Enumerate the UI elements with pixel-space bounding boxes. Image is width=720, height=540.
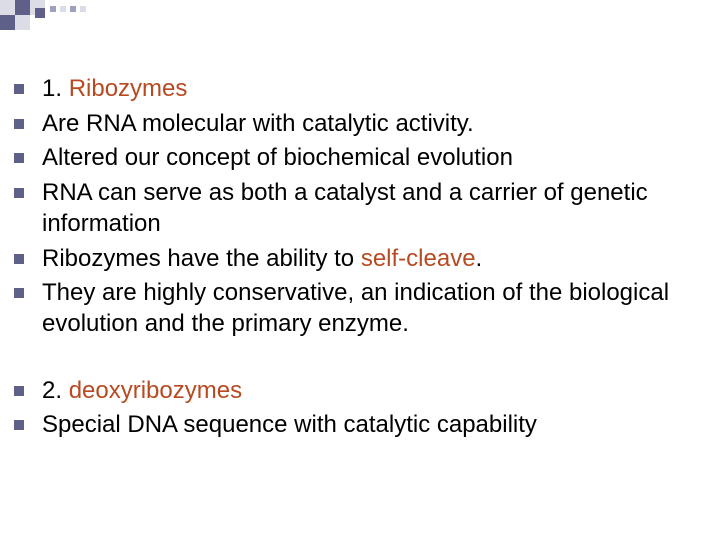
plain-text: Special DNA sequence with catalytic capa… <box>42 411 537 438</box>
deco-square <box>80 6 86 12</box>
bullet-text: 1. Ribozymes <box>42 74 187 105</box>
list-item: Are RNA molecular with catalytic activit… <box>14 109 700 140</box>
bullet-text: Are RNA molecular with catalytic activit… <box>42 109 474 140</box>
bullet-text: RNA can serve as both a catalyst and a c… <box>42 178 700 239</box>
plain-text: 2. <box>42 377 69 404</box>
deco-square <box>70 6 76 12</box>
plain-text: 1. <box>42 75 69 102</box>
deco-square <box>50 6 56 12</box>
bullet-square-icon <box>14 188 24 198</box>
highlight-text: Ribozymes <box>69 75 188 102</box>
plain-text: Ribozymes have the ability to <box>42 245 361 272</box>
bullet-text: 2. deoxyribozymes <box>42 376 242 407</box>
plain-text: RNA can serve as both a catalyst and a c… <box>42 179 648 237</box>
bullet-text: Special DNA sequence with catalytic capa… <box>42 410 537 441</box>
list-item: Special DNA sequence with catalytic capa… <box>14 410 700 441</box>
bullet-square-icon <box>14 119 24 129</box>
highlight-text: deoxyribozymes <box>69 377 242 404</box>
bullet-square-icon <box>14 386 24 396</box>
deco-square <box>0 0 15 15</box>
highlight-text: self-cleave <box>361 245 476 272</box>
deco-square <box>35 8 45 18</box>
bullet-square-icon <box>14 84 24 94</box>
deco-square <box>15 0 30 15</box>
list-item: Ribozymes have the ability to self-cleav… <box>14 244 700 275</box>
plain-text: . <box>476 245 483 272</box>
list-item: 1. Ribozymes <box>14 74 700 105</box>
bullet-square-icon <box>14 254 24 264</box>
slide-content: 1. Ribozymes Are RNA molecular with catal… <box>14 74 700 445</box>
list-item: Altered our concept of biochemical evolu… <box>14 143 700 174</box>
list-item: RNA can serve as both a catalyst and a c… <box>14 178 700 239</box>
list-item: They are highly conservative, an indicat… <box>14 278 700 339</box>
group-spacer <box>14 344 700 376</box>
deco-square <box>15 15 30 30</box>
bullet-text: They are highly conservative, an indicat… <box>42 278 700 339</box>
bullet-text: Ribozymes have the ability to self-cleav… <box>42 244 482 275</box>
bullet-list: 1. Ribozymes Are RNA molecular with catal… <box>14 74 700 441</box>
bullet-square-icon <box>14 420 24 430</box>
deco-square <box>60 6 66 12</box>
plain-text: Are RNA molecular with catalytic activit… <box>42 110 474 137</box>
list-item: 2. deoxyribozymes <box>14 376 700 407</box>
bullet-square-icon <box>14 288 24 298</box>
deco-square <box>0 15 15 30</box>
corner-decoration <box>0 0 110 32</box>
bullet-text: Altered our concept of biochemical evolu… <box>42 143 513 174</box>
plain-text: They are highly conservative, an indicat… <box>42 279 669 337</box>
plain-text: Altered our concept of biochemical evolu… <box>42 144 513 171</box>
bullet-square-icon <box>14 153 24 163</box>
